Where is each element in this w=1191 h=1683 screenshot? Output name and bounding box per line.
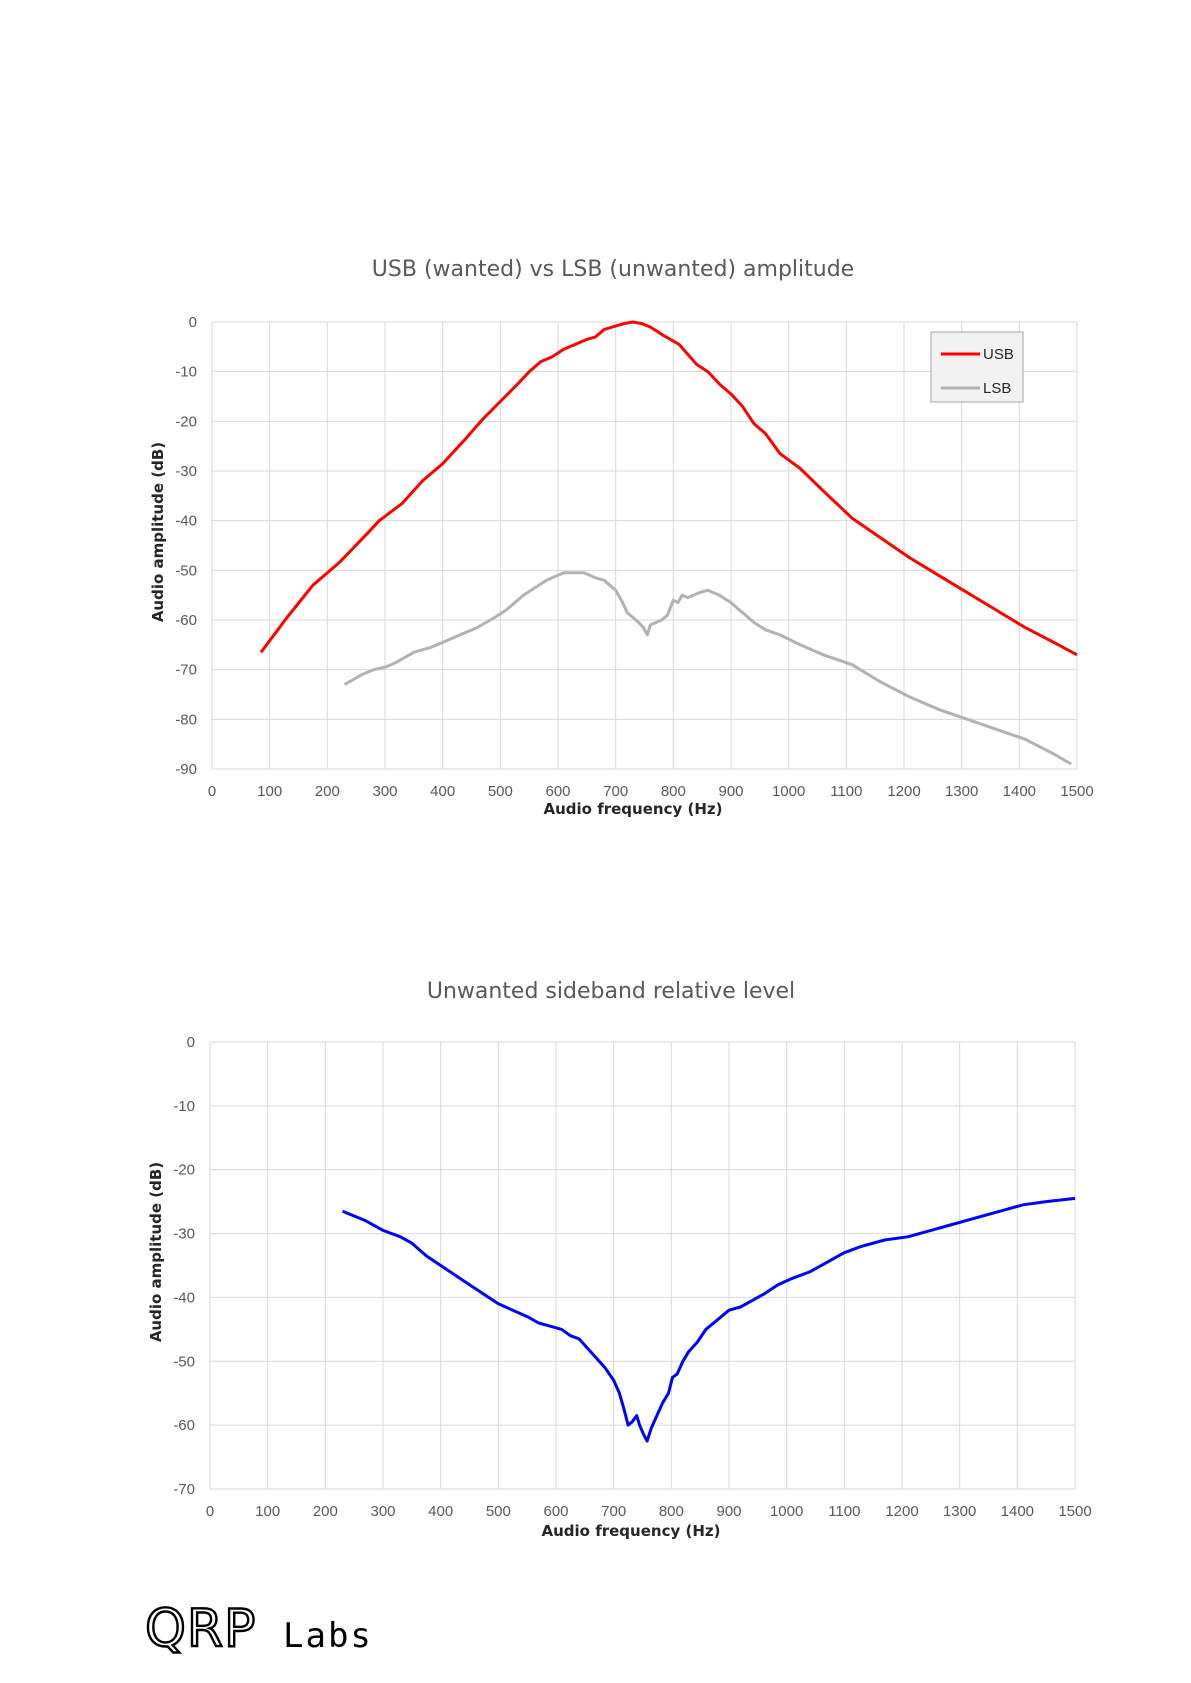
x-tick-label: 200 (313, 1503, 338, 1520)
logo-svg: QRP Labs (145, 1598, 373, 1654)
y-tick-label: -20 (175, 413, 197, 430)
x-tick-label: 100 (257, 783, 282, 800)
y-axis-label: Audio amplitude (dB) (147, 1162, 165, 1342)
x-tick-label: 300 (370, 1503, 395, 1520)
y-tick-label: 0 (189, 314, 197, 331)
x-tick-label: 500 (488, 783, 513, 800)
x-tick-label: 1500 (1058, 1503, 1091, 1520)
chart-title: Unwanted sideband relative level (427, 979, 795, 1004)
legend-lsb-label: LSB (983, 380, 1011, 397)
usb-lsb-chart-svg: USB (wanted) vs LSB (unwanted) amplitude… (149, 257, 1094, 818)
x-tick-label: 600 (545, 783, 570, 800)
unwanted-sideband-chart-svg: Unwanted sideband relative level 0 -10 -20… (147, 979, 1092, 1540)
x-tick-label: 0 (206, 1503, 214, 1520)
x-axis-label: Audio frequency (Hz) (542, 1522, 721, 1540)
x-tick-label: 700 (603, 783, 628, 800)
x-tick-label: 1400 (1001, 1503, 1034, 1520)
chart-title: USB (wanted) vs LSB (unwanted) amplitude (372, 257, 854, 282)
x-tick-label: 1200 (887, 783, 920, 800)
y-tick-label: 0 (187, 1034, 195, 1051)
x-tick-label: 400 (428, 1503, 453, 1520)
y-tick-label: -50 (173, 1353, 195, 1370)
x-tick-label: 1000 (770, 1503, 803, 1520)
logo-labs: Labs (283, 1616, 373, 1654)
y-tick-label: -30 (173, 1226, 195, 1243)
y-tick-label: -40 (175, 513, 197, 530)
x-tick-label: 1300 (943, 1503, 976, 1520)
x-tick-label: 1100 (830, 783, 862, 800)
x-tick-label: 0 (208, 783, 216, 800)
y-tick-label: -50 (175, 562, 197, 579)
x-tick-label: 500 (486, 1503, 511, 1520)
series-line-usb (259, 320, 1078, 657)
x-tick-label: 1500 (1060, 783, 1093, 800)
x-tick-label: 200 (315, 783, 340, 800)
legend: USB LSB (930, 331, 1024, 403)
qrp-labs-logo: QRP Labs (145, 1598, 405, 1654)
y-tick-label: -10 (173, 1098, 195, 1115)
legend-usb-label: USB (983, 346, 1014, 363)
y-tick-label: -70 (175, 662, 197, 679)
y-tick-label: -30 (175, 463, 197, 480)
x-tick-label: 300 (372, 783, 397, 800)
unwanted-sideband-chart: Unwanted sideband relative level 0 -10 -20… (0, 960, 1191, 1560)
y-tick-label: -70 (173, 1481, 195, 1498)
x-tick-label: 1000 (772, 783, 805, 800)
y-tick-label: -90 (175, 761, 197, 778)
y-tick-label: -60 (175, 612, 197, 629)
y-tick-label: -80 (175, 711, 197, 728)
y-tick-label: -20 (173, 1162, 195, 1179)
y-tick-label: -60 (173, 1417, 195, 1434)
x-axis-label: Audio frequency (Hz) (544, 800, 723, 818)
usb-lsb-amplitude-chart: USB (wanted) vs LSB (unwanted) amplitude… (0, 240, 1191, 840)
legend-box (930, 331, 1024, 403)
x-tick-label: 800 (661, 783, 686, 800)
y-tick-label: -10 (175, 364, 197, 381)
x-tick-label: 1300 (945, 783, 978, 800)
y-axis-label: Audio amplitude (dB) (149, 442, 167, 622)
x-tick-label: 600 (543, 1503, 568, 1520)
series-line-lsb (343, 571, 1072, 766)
x-tick-label: 1100 (828, 1503, 860, 1520)
x-tick-label: 800 (659, 1503, 684, 1520)
logo-qrp: QRP (145, 1599, 256, 1654)
x-tick-label: 1200 (885, 1503, 918, 1520)
x-tick-label: 400 (430, 783, 455, 800)
series-line (342, 1196, 1076, 1443)
x-tick-label: 900 (718, 783, 743, 800)
y-tick-label: -40 (173, 1289, 195, 1306)
x-tick-label: 900 (716, 1503, 741, 1520)
x-tick-label: 1400 (1003, 783, 1036, 800)
x-tick-label: 700 (601, 1503, 626, 1520)
x-tick-label: 100 (255, 1503, 280, 1520)
